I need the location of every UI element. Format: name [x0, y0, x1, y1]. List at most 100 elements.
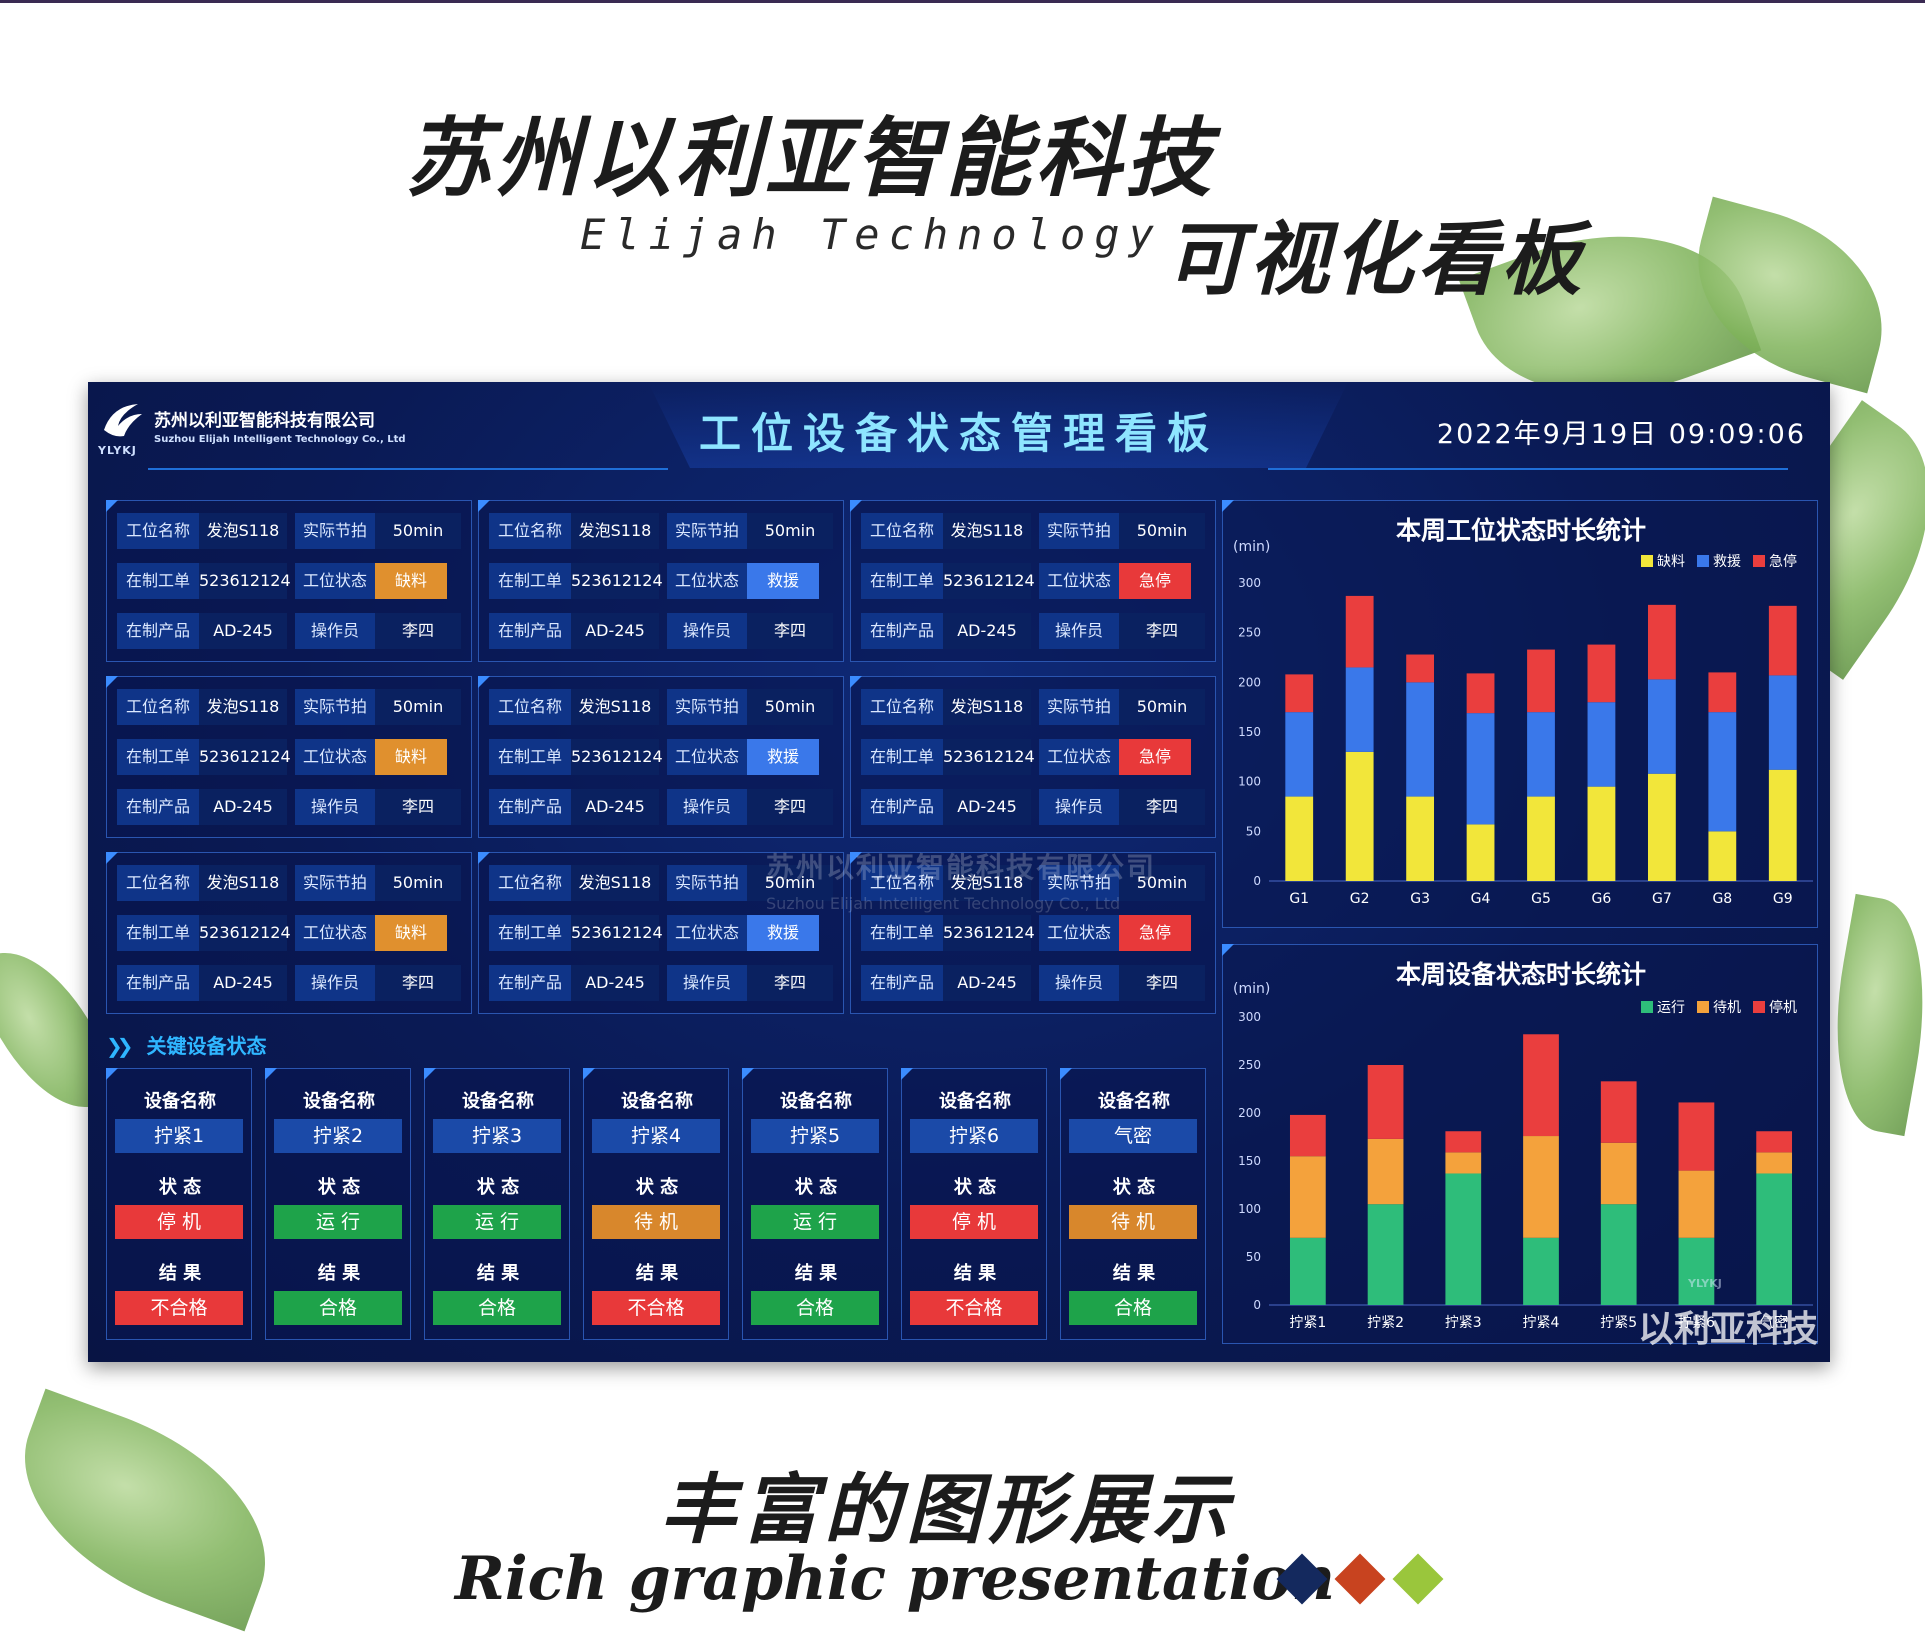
station-status-badge: 缺料 — [375, 739, 447, 775]
bar-segment — [1289, 1114, 1326, 1157]
logo-text: YLYKJ — [98, 444, 137, 457]
device-status-chart: 0 50 100 150 200 250 300 拧紧1 拧紧2 拧紧3 拧紧4 拧紧5 拧紧6 气密 — [1238, 1010, 1813, 1331]
bar-segment — [1345, 667, 1374, 752]
bar-segment — [1445, 1152, 1482, 1174]
bar-segment — [1600, 1142, 1637, 1205]
station-row: 在制工单 523612124 工位状态 缺料 — [117, 915, 461, 951]
device-name-value: 拧紧4 — [592, 1119, 720, 1153]
cycle-label: 实际节拍 — [295, 513, 375, 549]
work-order-value: 523612124 — [571, 563, 663, 599]
y-tick-label: 0 — [1253, 874, 1261, 888]
bar-segment — [1345, 595, 1374, 668]
legend-label: 缺料 — [1657, 554, 1685, 570]
x-tick-label: G8 — [1712, 891, 1732, 907]
legend-swatch — [1753, 1001, 1765, 1013]
station-status-label: 工位状态 — [667, 739, 747, 775]
cycle-value: 50min — [375, 689, 461, 725]
legend-item: 救援 — [1697, 551, 1741, 571]
y-tick-label: 150 — [1238, 725, 1261, 739]
device-card[interactable]: 设备名称 拧紧6 状 态停 机结 果不合格 — [901, 1068, 1047, 1340]
watermark-en: Suzhou Elijah Intelligent Technology Co.… — [766, 894, 1121, 913]
product-label: 在制产品 — [117, 789, 199, 825]
operator-value: 李四 — [375, 965, 461, 1001]
y-tick-label: 0 — [1253, 1298, 1261, 1312]
device-card[interactable]: 设备名称 拧紧3 状 态运 行结 果合格 — [424, 1068, 570, 1340]
device-card[interactable]: 设备名称 拧紧5 状 态运 行结 果合格 — [742, 1068, 888, 1340]
cycle-label: 实际节拍 — [295, 865, 375, 901]
station-name-label: 工位名称 — [489, 513, 571, 549]
station-card[interactable]: 工位名称 发泡S118 实际节拍 50min 在制工单 523612124 工位状态 急停 在制… — [850, 500, 1216, 662]
bar-segment — [1587, 644, 1616, 703]
product-label: 在制产品 — [117, 613, 199, 649]
cycle-label: 实际节拍 — [1039, 513, 1119, 549]
bar-segment — [1289, 1237, 1326, 1305]
operator-label: 操作员 — [667, 965, 747, 1001]
bar-segment — [1768, 605, 1797, 676]
company-logo-icon — [104, 404, 142, 437]
y-tick-label: 100 — [1238, 1202, 1261, 1216]
key-devices-heading: ❯❯ 关键设备状态 — [106, 1034, 267, 1058]
device-name-label: 设备名称 — [621, 1091, 693, 1112]
leaf-decoration — [0, 1388, 300, 1632]
station-card[interactable]: 工位名称 发泡S118 实际节拍 50min 在制工单 523612124 工位状态 救援 在制… — [478, 852, 844, 1014]
diamond-icon — [1334, 1553, 1386, 1605]
station-card[interactable]: 工位名称 发泡S118 实际节拍 50min 在制工单 523612124 工位状态 救援 在制… — [478, 500, 844, 662]
station-card[interactable]: 工位名称 发泡S118 实际节拍 50min 在制工单 523612124 工位状态 缺料 在制… — [106, 676, 472, 838]
bar-segment — [1466, 673, 1495, 714]
x-tick-label: G3 — [1410, 891, 1430, 907]
y-tick-label: 50 — [1246, 1250, 1261, 1264]
station-row: 在制产品 AD-245 操作员 李四 — [861, 613, 1205, 649]
chart-legend: 运行 待机 停机 — [1641, 997, 1797, 1017]
cycle-value: 50min — [747, 689, 833, 725]
station-name-value: 发泡S118 — [571, 865, 659, 901]
station-card[interactable]: 工位名称 发泡S118 实际节拍 50min 在制工单 523612124 工位状态 急停 在制… — [850, 676, 1216, 838]
bar-segment — [1289, 1156, 1326, 1238]
legend-swatch — [1641, 555, 1653, 567]
work-order-value: 523612124 — [571, 739, 663, 775]
device-card[interactable]: 设备名称 拧紧2 状 态运 行结 果合格 — [265, 1068, 411, 1340]
work-order-value: 523612124 — [199, 915, 291, 951]
device-status-badge: 停 机 — [115, 1205, 243, 1239]
legend-item: 急停 — [1753, 551, 1797, 571]
station-card[interactable]: 工位名称 发泡S118 实际节拍 50min 在制工单 523612124 工位状态 救援 在制… — [478, 676, 844, 838]
station-status-label: 工位状态 — [667, 915, 747, 951]
device-name-label: 设备名称 — [462, 1091, 534, 1112]
product-label: 在制产品 — [489, 789, 571, 825]
operator-label: 操作员 — [667, 613, 747, 649]
station-card[interactable]: 工位名称 发泡S118 实际节拍 50min 在制工单 523612124 工位状态 急停 在制… — [850, 852, 1216, 1014]
y-tick-label: 250 — [1238, 1058, 1261, 1072]
bar-segment — [1587, 786, 1616, 881]
station-name-label: 工位名称 — [117, 513, 199, 549]
station-name-value: 发泡S118 — [943, 865, 1031, 901]
bar-segment — [1678, 1102, 1715, 1171]
product-label: 在制产品 — [861, 613, 943, 649]
device-card[interactable]: 设备名称 拧紧1 状 态停 机结 果不合格 — [106, 1068, 252, 1340]
device-card[interactable]: 设备名称 气密状 态待 机结 果合格 — [1060, 1068, 1206, 1340]
product-value: AD-245 — [943, 789, 1031, 825]
x-tick-label: 拧紧2 — [1367, 1315, 1404, 1331]
product-value: AD-245 — [199, 789, 287, 825]
bar-segment — [1527, 712, 1555, 797]
work-order-label: 在制工单 — [861, 563, 943, 599]
station-status-badge: 急停 — [1119, 563, 1191, 599]
station-card[interactable]: 工位名称 发泡S118 实际节拍 50min 在制工单 523612124 工位状态 缺料 在制… — [106, 500, 472, 662]
chart-legend: 缺料 救援 急停 — [1641, 551, 1797, 571]
bar-segment — [1600, 1081, 1637, 1143]
x-tick-label: 拧紧1 — [1289, 1315, 1326, 1331]
work-order-value: 523612124 — [943, 563, 1035, 599]
station-name-value: 发泡S118 — [199, 513, 287, 549]
legend-item: 停机 — [1753, 997, 1797, 1017]
bar-segment — [1406, 682, 1435, 797]
footer-title-en: Rich graphic presentation — [455, 1544, 1335, 1614]
product-value: AD-245 — [943, 613, 1031, 649]
station-card[interactable]: 工位名称 发泡S118 实际节拍 50min 在制工单 523612124 工位状态 缺料 在制… — [106, 852, 472, 1014]
operator-label: 操作员 — [295, 613, 375, 649]
device-card[interactable]: 设备名称 拧紧4 状 态待 机结 果不合格 — [583, 1068, 729, 1340]
cycle-value: 50min — [1119, 689, 1205, 725]
station-name-label: 工位名称 — [117, 865, 199, 901]
x-tick-label: G2 — [1350, 891, 1370, 907]
station-status-badge: 救援 — [747, 739, 819, 775]
leaf-decoration — [1815, 893, 1925, 1137]
work-order-label: 在制工单 — [117, 563, 199, 599]
station-row: 在制工单 523612124 工位状态 救援 — [489, 563, 833, 599]
